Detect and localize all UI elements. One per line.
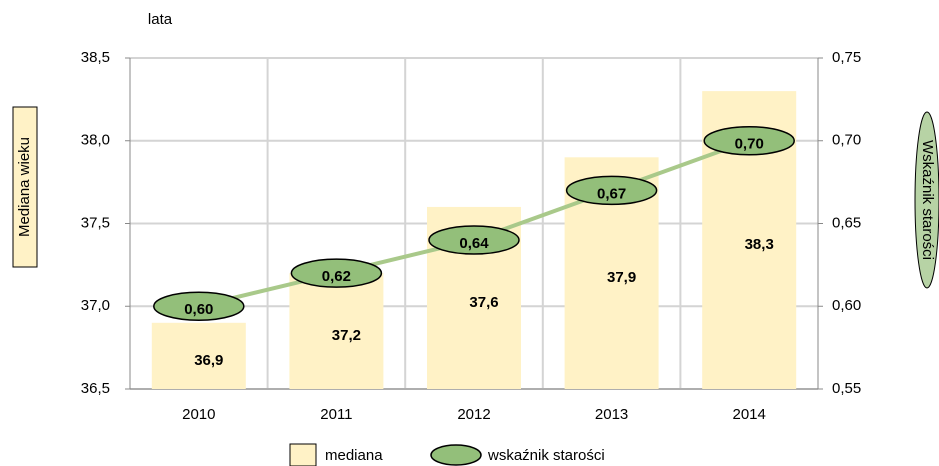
y-tick-label: 38,0 [81,132,110,149]
x-tick-label: 2012 [457,406,490,423]
y2-tick-label: 0,55 [832,380,861,397]
line-label-bubble [153,291,245,321]
bar-value-label: 37,2 [332,327,361,344]
legend-swatch [289,443,317,466]
y2-tick-label: 0,60 [832,297,861,314]
bar-value-label: 38,3 [745,236,774,253]
legend-label: mediana [325,447,383,464]
bar-value-label: 37,6 [469,294,498,311]
x-tick-label: 2013 [595,406,628,423]
y2-tick-label: 0,75 [832,49,861,66]
y-label-box [12,106,38,268]
line-value-label: 0,64 [459,235,489,252]
x-tick-label: 2010 [182,406,215,423]
legend-label: wskaźnik starości [487,447,605,464]
y2-label-box [914,111,939,289]
legend-swatch [430,444,482,466]
line-value-label: 0,70 [735,136,764,153]
bar-value-label: 36,9 [194,352,223,369]
y-tick-label: 37,5 [81,214,110,231]
y-unit: lata [148,11,173,28]
line-label-bubble [428,225,520,255]
line-label-bubble [290,258,383,288]
y-tick-label: 37,0 [81,297,110,314]
y-tick-label: 36,5 [81,380,110,397]
line-value-label: 0,67 [597,185,626,202]
bar [151,322,246,389]
bar-value-label: 37,9 [607,269,636,286]
line-value-label: 0,60 [184,301,213,318]
x-tick-label: 2011 [320,406,352,423]
y2-tick-label: 0,65 [832,214,861,231]
bar [289,273,384,389]
y-label: Mediana wieku [16,137,33,237]
line-label-bubble [703,126,795,156]
y-tick-label: 38,5 [81,49,110,66]
y2-tick-label: 0,70 [832,132,861,149]
line-label-bubble [565,175,658,206]
y2-label: Wskaźnik starości [919,140,936,260]
x-tick-label: 2014 [733,406,766,423]
line-value-label: 0,62 [322,268,351,285]
